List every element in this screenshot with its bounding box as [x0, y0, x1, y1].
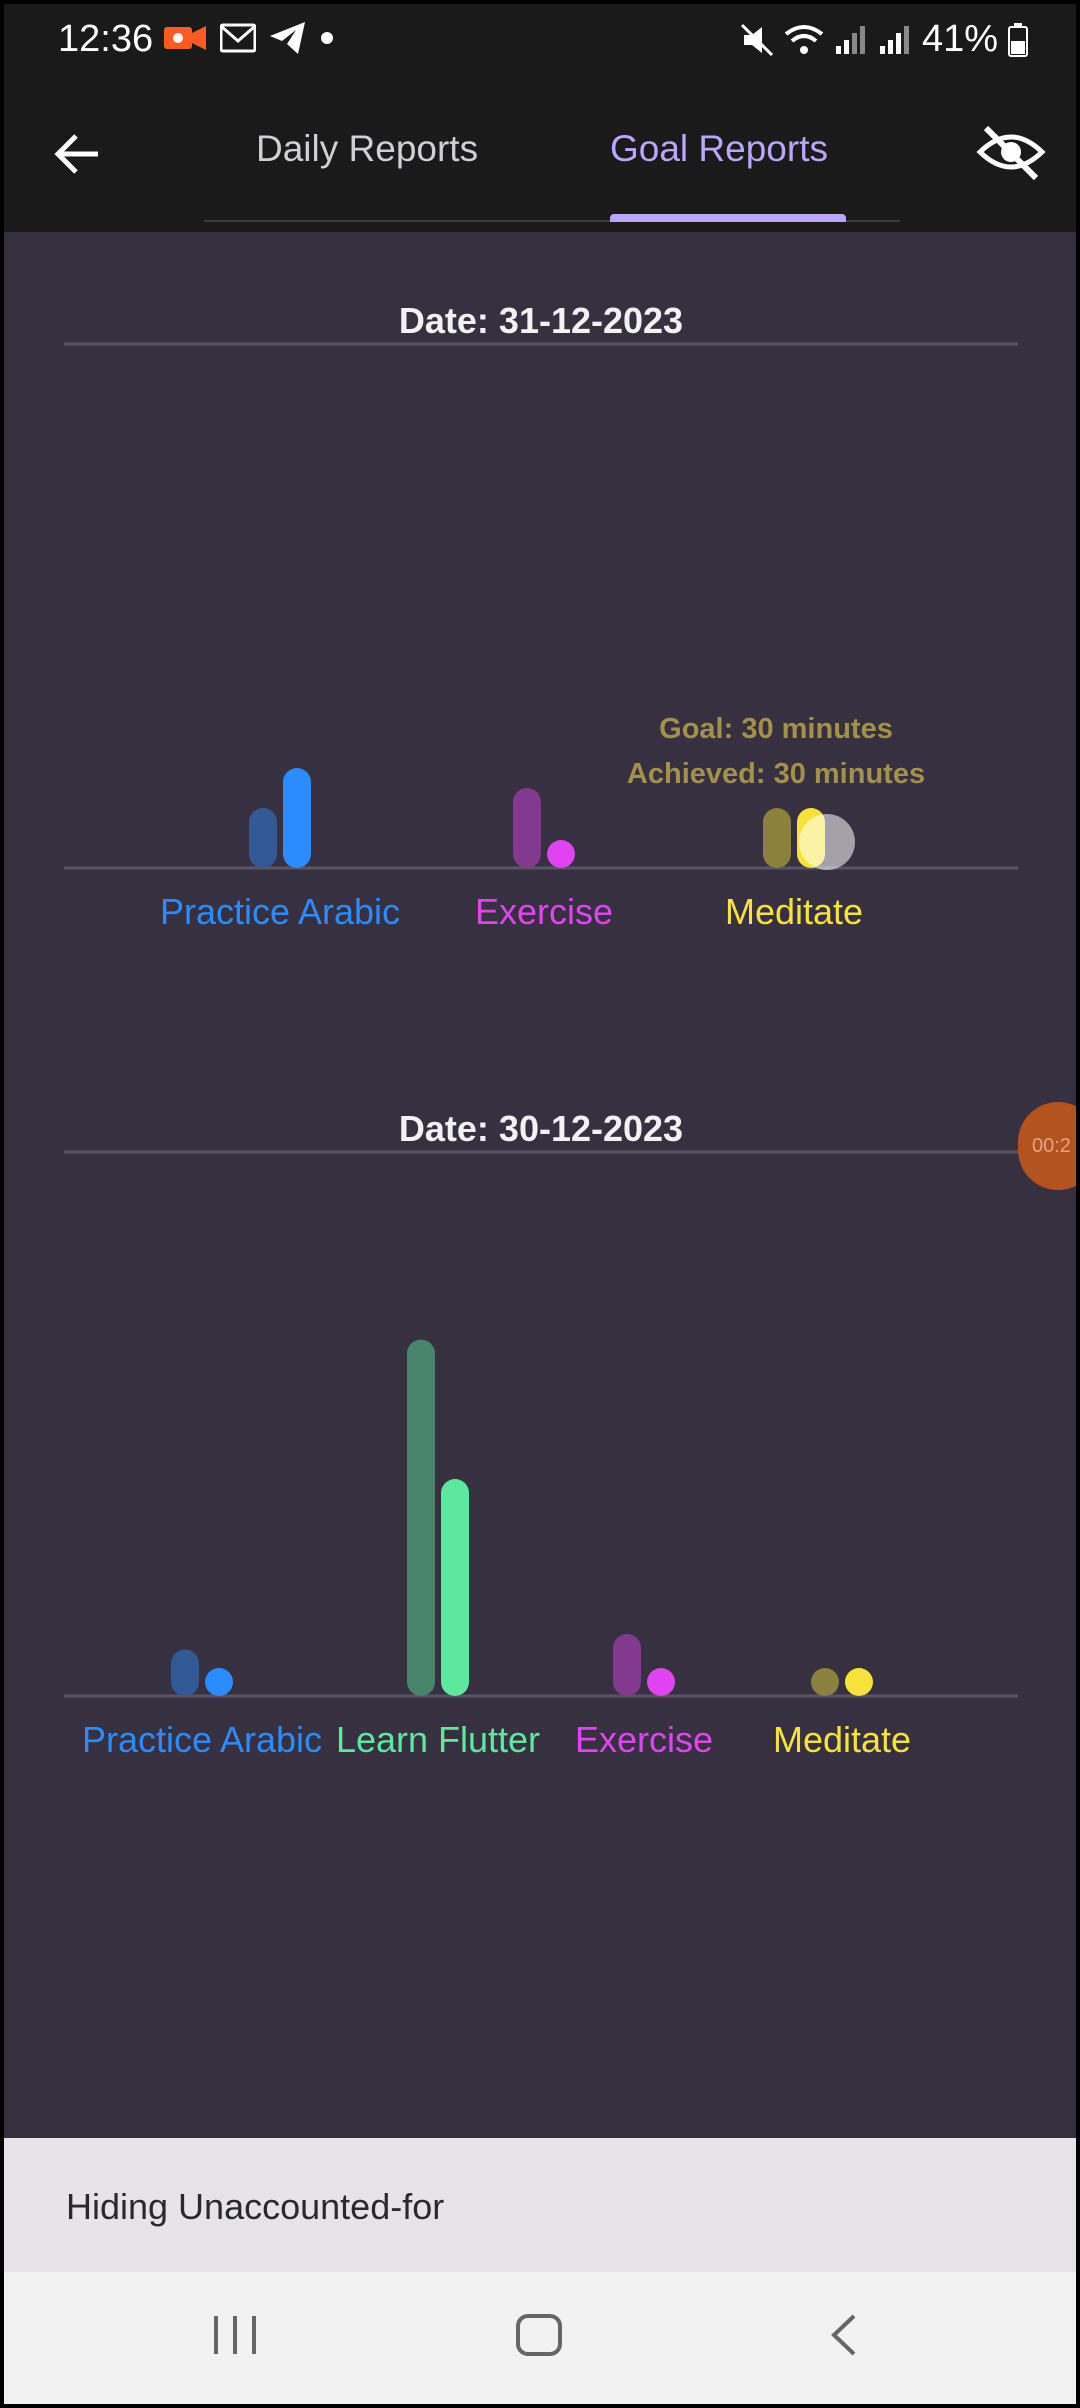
- recent-apps-icon[interactable]: [210, 2312, 260, 2358]
- back-arrow-icon[interactable]: [48, 124, 108, 184]
- status-time: 12:36: [58, 18, 154, 60]
- tab-goal-reports[interactable]: Goal Reports: [610, 128, 828, 169]
- bottom-panel[interactable]: Hiding Unaccounted-for: [4, 2138, 1076, 2272]
- wifi-icon: [784, 24, 824, 54]
- category-label-exercise: Exercise: [575, 1719, 713, 1760]
- bar-achieved-practice-arabic: [283, 768, 311, 868]
- category-label-exercise: Exercise: [475, 891, 613, 932]
- bar-achieved-practice-arabic: [205, 1668, 233, 1696]
- home-icon[interactable]: [514, 2312, 564, 2358]
- dot-icon: [321, 32, 333, 44]
- chart-date-title: Date: 31-12-2023: [398, 300, 684, 341]
- status-right: 41%: [740, 18, 1028, 61]
- signal-icon: [835, 25, 865, 54]
- bar-goal-meditate: [811, 1668, 839, 1696]
- gmail-icon: [220, 23, 256, 53]
- bar-goal-learn-flutter: [407, 1339, 435, 1696]
- tooltip-achieved-text: Achieved: 30 minutes: [627, 758, 925, 790]
- hiding-unaccounted-label: Hiding Unaccounted-for: [66, 2186, 445, 2227]
- status-bar: 12:36 41%: [4, 4, 1076, 76]
- tab-indicator: [610, 214, 846, 222]
- telegram-icon: [270, 22, 305, 54]
- goal-chart-31-12-2023: Date: 31-12-2023 Practice Arabic Exercise…: [64, 300, 1018, 960]
- recording-timer-bubble[interactable]: 00:2: [1018, 1102, 1076, 1190]
- bar-goal-exercise: [613, 1634, 641, 1696]
- bar-achieved-learn-flutter: [441, 1479, 469, 1696]
- back-nav-icon[interactable]: [824, 2312, 864, 2358]
- bar-goal-practice-arabic: [249, 808, 277, 868]
- category-label-meditate: Meditate: [773, 1719, 911, 1760]
- chart-date-title: Date: 30-12-2023: [398, 1108, 684, 1149]
- mute-icon: [740, 23, 773, 56]
- bar-goal-practice-arabic: [171, 1649, 199, 1696]
- app-bar: Daily Reports Goal Reports: [4, 76, 1076, 232]
- bar-goal-exercise: [513, 788, 541, 868]
- category-label-learn-flutter: Learn Flutter: [336, 1719, 540, 1760]
- tooltip-goal-text: Goal: 30 minutes: [659, 713, 893, 745]
- goal-chart-30-12-2023: Date: 30-12-2023 Practice Arabic Learn Fl…: [64, 1108, 1018, 1788]
- system-nav-bar: [4, 2272, 1076, 2404]
- battery-icon: [1008, 22, 1028, 57]
- category-label-practice-arabic: Practice Arabic: [82, 1719, 322, 1760]
- visibility-off-icon[interactable]: [976, 122, 1046, 182]
- bar-goal-meditate: [763, 808, 791, 868]
- tab-daily-reports[interactable]: Daily Reports: [256, 128, 479, 169]
- category-label-practice-arabic: Practice Arabic: [160, 891, 400, 932]
- bar-achieved-exercise: [547, 840, 575, 868]
- bar-achieved-meditate: [845, 1668, 873, 1696]
- signal-icon-2: [879, 25, 909, 54]
- tab-divider: [204, 220, 900, 222]
- battery-percent: 41%: [921, 18, 998, 60]
- category-label-meditate: Meditate: [725, 891, 863, 932]
- notification-icons: [164, 22, 334, 54]
- video-record-icon: [164, 26, 206, 50]
- chart-canvas: Practice Arabic Learn Flutter Exercise Medi…: [64, 1150, 1018, 1760]
- bar-achieved-exercise: [647, 1668, 675, 1696]
- touch-highlight: [799, 814, 855, 870]
- chart-canvas: Practice Arabic Exercise Meditate Goal: 30 …: [64, 342, 1018, 932]
- screen: 12:36 41% Daily Reports Goal Reports Dat…: [4, 4, 1076, 2404]
